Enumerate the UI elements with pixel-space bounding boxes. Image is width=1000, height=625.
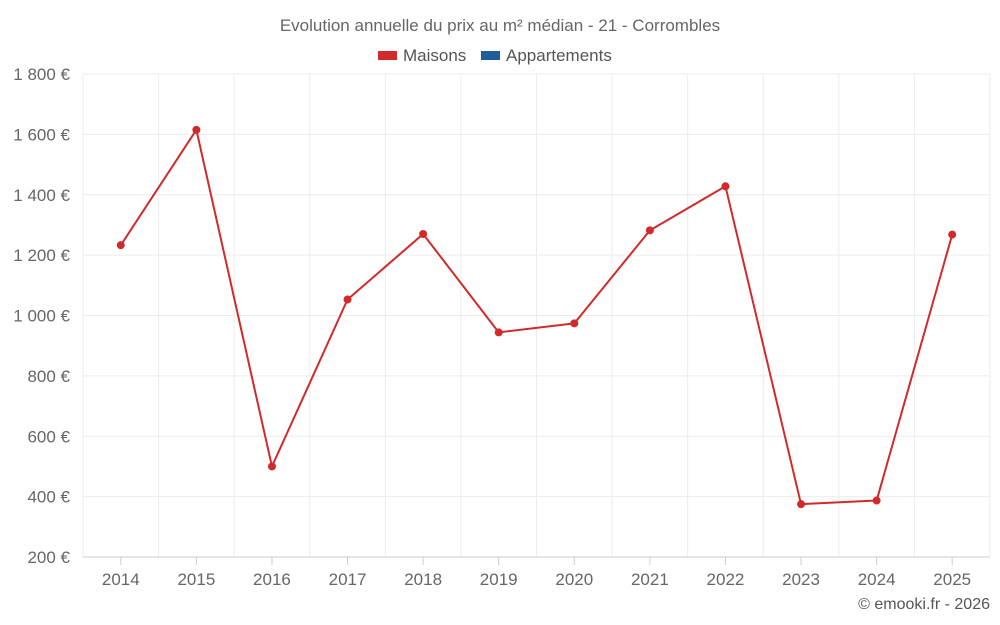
- x-tick-label: 2017: [329, 570, 367, 589]
- data-point[interactable]: [494, 328, 503, 337]
- y-tick-label: 1 400 €: [13, 186, 70, 205]
- series-maisons: [116, 125, 957, 509]
- legend-item-appartements[interactable]: Appartements: [481, 46, 612, 65]
- x-tick-label: 2015: [177, 570, 215, 589]
- x-axis: 2014 2015 2016 2017 2018 2019 2020 2021 2022 2023…: [83, 556, 990, 589]
- x-tick-label: 2020: [555, 570, 593, 589]
- data-point[interactable]: [343, 295, 352, 304]
- x-tick-label: 2022: [707, 570, 745, 589]
- data-point[interactable]: [116, 241, 125, 250]
- y-tick-label: 200 €: [27, 548, 70, 567]
- data-point[interactable]: [645, 226, 654, 235]
- data-point[interactable]: [570, 319, 579, 328]
- legend-item-maisons[interactable]: Maisons: [378, 46, 466, 65]
- x-tick-label: 2021: [631, 570, 669, 589]
- y-tick-label: 1 600 €: [13, 125, 70, 144]
- y-tick-label: 1 000 €: [13, 307, 70, 326]
- x-tick-label: 2023: [782, 570, 820, 589]
- x-tick-label: 2025: [933, 570, 971, 589]
- y-tick-label: 400 €: [27, 488, 70, 507]
- y-tick-label: 800 €: [27, 367, 70, 386]
- y-tick-label: 600 €: [27, 427, 70, 446]
- legend-label-appartements: Appartements: [506, 46, 612, 65]
- x-tick-label: 2016: [253, 570, 291, 589]
- data-point[interactable]: [721, 182, 730, 191]
- legend-swatch-maisons: [378, 51, 397, 60]
- data-point[interactable]: [948, 230, 957, 239]
- data-point[interactable]: [872, 496, 881, 505]
- y-tick-label: 1 800 €: [13, 65, 70, 84]
- legend: Maisons Appartements: [378, 46, 612, 65]
- x-tick-label: 2019: [480, 570, 518, 589]
- y-axis: 200 € 400 € 600 € 800 € 1 000 € 1 200 € 1 400 …: [13, 65, 70, 567]
- data-point[interactable]: [192, 125, 201, 134]
- x-tick-label: 2018: [404, 570, 442, 589]
- data-point[interactable]: [419, 229, 428, 238]
- data-point[interactable]: [267, 462, 276, 471]
- chart-title: Evolution annuelle du prix au m² médian …: [280, 16, 720, 35]
- y-tick-label: 1 200 €: [13, 246, 70, 265]
- credit-text: © emooki.fr - 2026: [858, 596, 990, 613]
- x-tick-label: 2024: [858, 570, 896, 589]
- data-point[interactable]: [797, 500, 806, 509]
- gridlines: [82, 73, 991, 558]
- legend-swatch-appartements: [481, 51, 500, 60]
- legend-label-maisons: Maisons: [403, 46, 466, 65]
- series-line: [119, 128, 954, 506]
- x-tick-label: 2014: [102, 570, 140, 589]
